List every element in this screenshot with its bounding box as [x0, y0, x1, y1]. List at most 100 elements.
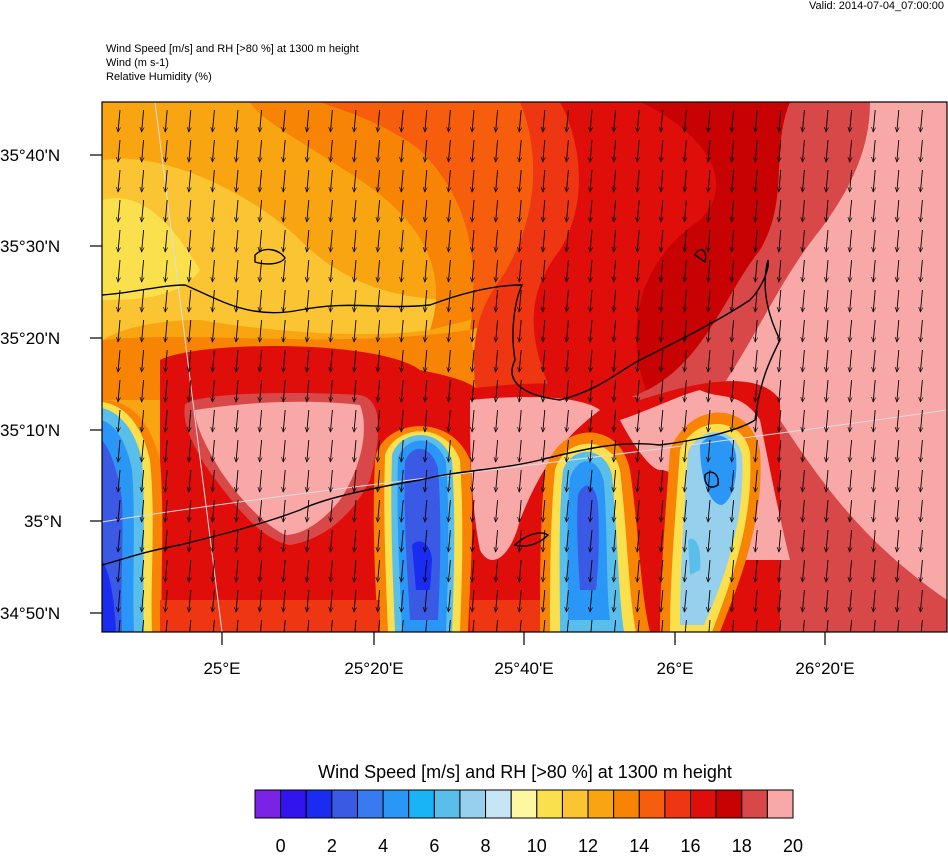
wind-arrow: [920, 109, 922, 132]
wind-arrow: [543, 439, 545, 462]
wind-arrow: [779, 409, 781, 432]
wind-arrow: [755, 589, 757, 612]
wind-arrow: [566, 199, 568, 222]
wind-arrow: [307, 319, 309, 342]
wind-arrow: [873, 529, 875, 552]
wind-arrow: [496, 349, 498, 372]
wind-arrow: [755, 469, 757, 492]
wind-arrow: [614, 199, 616, 222]
wind-arrow: [897, 499, 899, 522]
wind-arrow: [378, 199, 380, 222]
axis-ticks: [90, 154, 826, 645]
wind-arrow: [378, 169, 380, 192]
wind-arrow: [614, 229, 616, 252]
wind-arrow: [920, 289, 922, 312]
wind-arrow: [142, 529, 144, 552]
wind-arrow: [637, 589, 639, 612]
wind-arrow: [378, 319, 380, 342]
wind-arrow: [684, 199, 686, 222]
wind-arrow: [873, 439, 875, 462]
wind-arrow: [566, 289, 568, 312]
wind-arrow: [661, 439, 663, 462]
wind-arrow: [142, 349, 144, 372]
wind-arrow: [378, 229, 380, 252]
wind-arrow: [260, 589, 262, 612]
wind-arrow: [472, 589, 474, 612]
colorbar-swatch: [408, 789, 435, 819]
wind-arrow: [614, 469, 616, 492]
wind-arrow: [189, 289, 191, 312]
wind-arrow: [802, 589, 804, 612]
wind-arrow: [684, 349, 686, 372]
wind-arrow: [661, 109, 663, 132]
lon-label-1: 25°E: [203, 659, 240, 678]
colorbar-swatch: [280, 789, 307, 819]
wind-arrow: [661, 409, 663, 432]
wind-arrow: [519, 619, 522, 632]
wind-arrow: [307, 439, 309, 462]
wind-arrow: [378, 469, 380, 492]
title-line-2: Wind (m s-1): [106, 57, 169, 69]
wind-arrow: [496, 229, 498, 252]
wind-arrow: [472, 169, 474, 192]
wind-arrow: [354, 559, 356, 582]
wind-arrow: [118, 199, 120, 222]
wind-arrow: [826, 199, 828, 222]
wind-arrow: [590, 259, 592, 282]
wind-arrow: [189, 199, 191, 222]
wind-arrow: [260, 229, 262, 252]
wind-arrow: [802, 229, 804, 252]
wind-arrow: [519, 349, 521, 372]
wind-arrow: [732, 229, 734, 252]
wind-arrow: [590, 229, 592, 252]
wind-arrow: [496, 139, 498, 162]
colorbar-swatch: [510, 789, 538, 819]
wind-arrow: [354, 169, 356, 192]
wind-arrow: [826, 409, 828, 432]
wind-arrow: [802, 439, 804, 462]
wind-arrow: [212, 169, 214, 192]
wind-arrow: [307, 529, 309, 552]
wind-arrow: [472, 409, 474, 432]
wind-arrow: [401, 349, 403, 372]
wind-arrow: [779, 439, 781, 462]
wind-arrow: [779, 349, 781, 372]
wind-arrow: [496, 409, 498, 432]
wind-arrow: [496, 469, 498, 492]
colorbar-swatch: [561, 789, 589, 819]
wind-arrow: [708, 379, 710, 402]
wind-arrow: [401, 619, 404, 632]
wind-arrow: [165, 319, 167, 342]
wind-arrow: [307, 229, 309, 252]
wind-arrow: [732, 559, 734, 582]
wind-arrow: [189, 499, 191, 522]
wind-arrow: [118, 229, 120, 252]
wind-arrow: [708, 319, 710, 342]
wind-arrow: [614, 559, 616, 582]
wind-arrow: [732, 379, 734, 402]
wind-arrow: [496, 319, 498, 342]
wind-arrow: [236, 589, 238, 612]
wind-arrow: [920, 439, 922, 462]
wind-arrow: [873, 259, 875, 282]
wind-arrow: [566, 529, 568, 552]
wind-arrow: [590, 349, 592, 372]
wind-arrow: [802, 169, 804, 192]
wind-arrow: [330, 499, 332, 522]
wind-arrow: [283, 529, 285, 552]
wind-arrow: [614, 289, 616, 312]
wind-arrow: [425, 199, 427, 222]
wind-arrow: [850, 229, 852, 252]
wind-arrow: [850, 109, 852, 132]
wind-arrow: [212, 529, 214, 552]
wind-arrow: [307, 499, 309, 522]
wind-arrow: [283, 109, 285, 132]
wind-arrow: [732, 589, 734, 612]
wind-arrow: [637, 439, 639, 462]
wind-arrow: [637, 469, 639, 492]
wind-arrow: [142, 319, 144, 342]
wind-arrow: [165, 409, 167, 432]
wind-arrow: [850, 319, 852, 342]
wind-arrow: [354, 499, 356, 522]
wind-arrow: [897, 529, 899, 552]
